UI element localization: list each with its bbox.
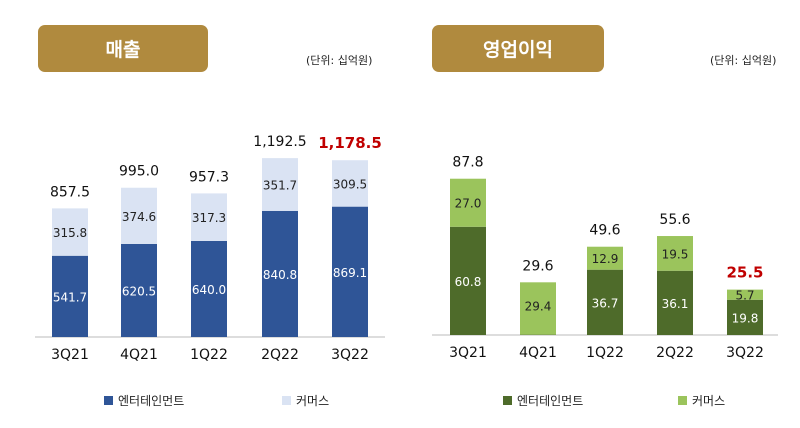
bar-segment: [657, 236, 693, 271]
legend-swatch: [282, 396, 291, 405]
data-label: 541.7: [53, 290, 87, 304]
data-label: 351.7: [263, 179, 297, 193]
x-tick-label: 1Q22: [586, 345, 624, 361]
operating-profit-unit: (단위: 십억원): [710, 54, 777, 67]
revenue-title: 매출: [38, 25, 208, 72]
total-label: 25.5: [726, 264, 763, 282]
data-label: 19.8: [732, 311, 759, 325]
data-label: 60.8: [455, 275, 482, 289]
data-label: 36.1: [662, 297, 689, 311]
bar-segment: [587, 246, 623, 270]
legend-label: 엔터테인먼트: [118, 394, 185, 408]
data-label: 19.5: [662, 247, 689, 261]
legend-item-revenue-entertainment: 엔터테인먼트: [104, 392, 184, 409]
data-label: 29.4: [525, 299, 552, 313]
bar-segment: [191, 241, 227, 337]
bar-segment: [657, 270, 693, 335]
total-label: 29.6: [522, 258, 553, 274]
revenue-unit: (단위: 십억원): [306, 54, 373, 67]
x-tick-label: 4Q21: [519, 345, 557, 361]
bar-segment: [450, 178, 486, 227]
bar-segment: [727, 299, 763, 335]
legend-label: 커머스: [296, 394, 330, 408]
bar-segment: [587, 269, 623, 335]
bar-segment: [191, 193, 227, 241]
bar-segment: [262, 158, 298, 211]
total-label: 857.5: [50, 184, 90, 200]
data-label: 869.1: [333, 266, 367, 280]
data-label: 5.7: [735, 289, 754, 303]
data-label: 12.9: [592, 252, 619, 266]
x-tick-label: 3Q22: [726, 345, 764, 361]
total-label: 1,192.5: [253, 134, 306, 150]
total-label: 49.6: [589, 223, 620, 239]
data-label: 309.5: [333, 177, 367, 191]
bar-segment: [52, 208, 88, 256]
x-tick-label: 1Q22: [190, 347, 228, 363]
bar-segment: [121, 187, 157, 244]
bar-segment: [52, 255, 88, 337]
legend-swatch: [678, 396, 687, 405]
operating-profit-title: 영업이익: [432, 25, 604, 72]
x-tick-label: 3Q21: [449, 345, 487, 361]
data-label: 317.3: [192, 211, 226, 225]
bar-segment: [332, 206, 368, 337]
bar-segment: [332, 160, 368, 207]
data-label: 36.7: [592, 296, 619, 310]
legend-item-revenue-commerce: 커머스: [282, 392, 329, 409]
total-label: 1,178.5: [318, 134, 382, 152]
total-label: 87.8: [452, 155, 483, 171]
total-label: 957.3: [189, 169, 229, 185]
total-label: 55.6: [659, 212, 690, 228]
bar-segment: [121, 243, 157, 337]
bar-segment: [520, 282, 556, 335]
data-label: 840.8: [263, 268, 297, 282]
bar-segment: [262, 210, 298, 337]
x-tick-label: 4Q21: [120, 347, 158, 363]
data-label: 27.0: [455, 197, 482, 211]
legend-label: 엔터테인먼트: [517, 394, 584, 408]
data-label: 315.8: [53, 226, 87, 240]
bar-segment: [727, 289, 763, 300]
data-label: 640.0: [192, 283, 226, 297]
bar-segment: [450, 226, 486, 335]
legend-item-profit-commerce: 커머스: [678, 392, 725, 409]
x-tick-label: 3Q21: [51, 347, 89, 363]
data-label: 620.5: [122, 284, 156, 298]
legend-swatch: [104, 396, 113, 405]
data-label: 374.6: [122, 210, 156, 224]
x-tick-label: 2Q22: [261, 347, 299, 363]
x-tick-label: 3Q22: [331, 347, 369, 363]
total-label: 995.0: [119, 164, 159, 180]
legend-swatch: [503, 396, 512, 405]
legend-item-profit-entertainment: 엔터테인먼트: [503, 392, 583, 409]
x-tick-label: 2Q22: [656, 345, 694, 361]
legend-label: 커머스: [692, 394, 726, 408]
